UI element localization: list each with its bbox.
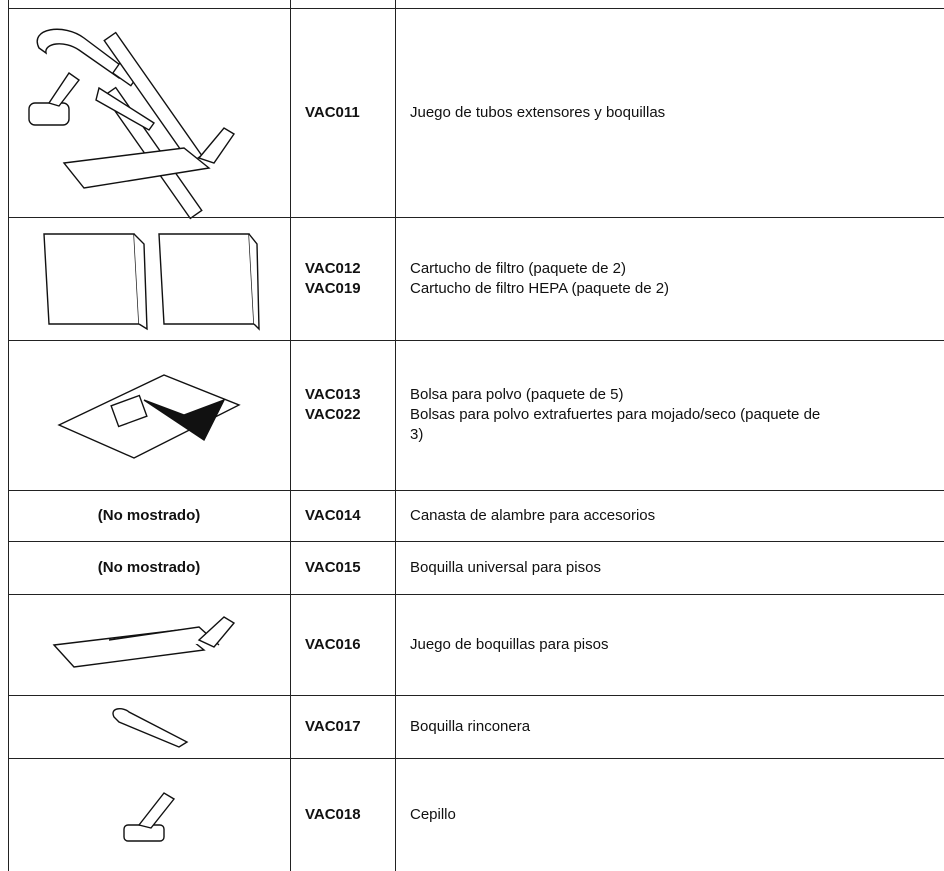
part-description: Boquilla universal para pisos [410,558,601,576]
row-lines: VAC014 Canasta de alambre para accesorios [290,506,830,526]
row-border [8,8,944,9]
table-row: VAC015 Boquilla universal para pisos [290,541,944,594]
part-description: Bolsa para polvo (paquete de 5) [410,386,624,403]
part-code: VAC018 [305,805,361,823]
part-description: Cepillo [410,805,456,823]
part-code: VAC012 [305,259,361,277]
part-description: Cartucho de filtro HEPA (paquete de 2) [410,279,670,297]
part-code: VAC014 [305,506,361,524]
table-row: VAC014 Canasta de alambre para accesorios [290,490,944,541]
table-row: VAC016 Juego de boquillas para pisos [290,594,944,695]
part-description: Juego de boquillas para pisos [410,635,609,653]
table-row: VAC011 Juego de tubos extensores y boquil… [290,8,944,217]
row-lines: VAC018 Cepillo [290,805,830,825]
illustration [8,8,290,219]
border [290,0,291,871]
illustration [8,217,290,340]
table-row: VAC012 Cartucho de filtro (paquete de 2) V… [290,217,944,340]
part-code: VAC011 [305,103,360,121]
row-border [8,340,944,341]
row-border [8,490,944,491]
row-lines: VAC012 Cartucho de filtro (paquete de 2) V… [290,259,830,299]
part-code: VAC015 [305,558,361,576]
row-lines: VAC013 Bolsa para polvo (paquete de 5) VAC… [290,385,830,445]
table-row: VAC018 Cepillo [290,758,944,871]
row-border [8,217,944,218]
part-description: Canasta de alambre para accesorios [410,506,656,524]
part-code: VAC022 [305,406,361,423]
illustration [8,594,290,695]
image-note-cell: (No mostrado) [8,541,290,594]
row-lines: VAC016 Juego de boquillas para pisos [290,635,830,655]
part-code: VAC016 [305,635,361,653]
border [395,0,396,871]
part-description: Boquilla rinconera [410,717,531,735]
part-code: VAC019 [305,279,361,297]
table-row: VAC017 Boquilla rinconera [290,695,944,758]
part-description: Bolsas para polvo extrafuertes para moja… [410,406,821,443]
row-border [8,758,944,759]
row-border [8,594,944,595]
row-lines: VAC015 Boquilla universal para pisos [290,558,830,578]
image-note-cell: (No mostrado) [8,490,290,541]
row-border [8,695,944,696]
part-description: Juego de tubos extensores y boquillas [410,103,666,121]
row-border [8,541,944,542]
row-lines: VAC017 Boquilla rinconera [290,717,830,737]
illustration [8,758,290,871]
illustration [8,695,290,758]
part-code: VAC013 [305,386,361,403]
part-code: VAC017 [305,717,361,735]
table-row: VAC013 Bolsa para polvo (paquete de 5) VAC… [290,340,944,490]
border [8,0,9,871]
part-description: Cartucho de filtro (paquete de 2) [410,259,626,277]
image-note: (No mostrado) [97,507,201,524]
image-note: (No mostrado) [97,559,201,576]
row-lines: VAC011 Juego de tubos extensores y boquil… [290,103,830,123]
illustration [8,340,290,490]
